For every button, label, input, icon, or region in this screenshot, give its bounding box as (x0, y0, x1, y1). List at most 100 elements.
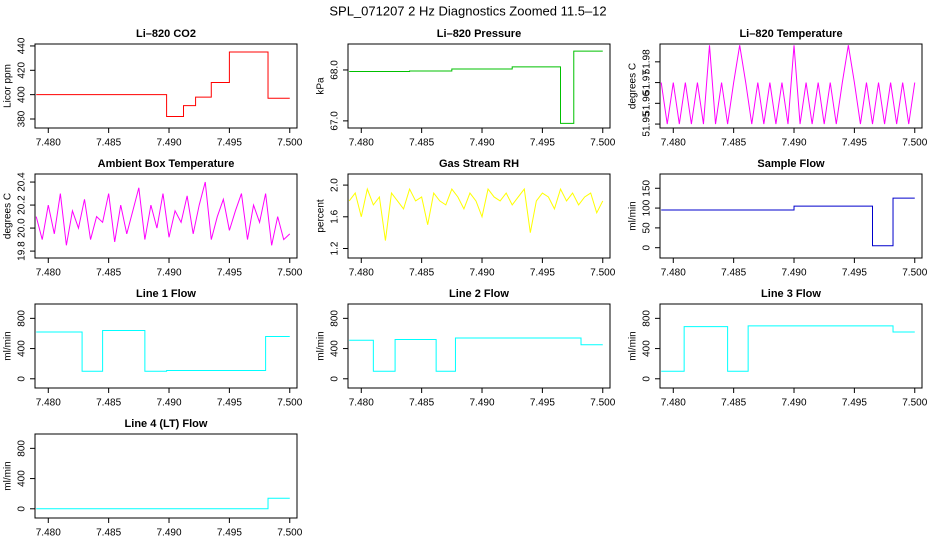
y-axis-label: Licor ppm (3, 64, 14, 108)
plot-frame (347, 43, 611, 129)
panel-title: Li–820 Temperature (739, 28, 842, 40)
data-line (36, 329, 290, 372)
plot-frame (34, 43, 298, 129)
plot-frame (34, 303, 298, 389)
panel-title: Line 2 Flow (449, 288, 509, 300)
panel-title: Gas Stream RH (439, 158, 519, 170)
x-tick-label: 7.495 (530, 268, 555, 279)
x-tick-label: 7.490 (157, 398, 182, 409)
x-tick-label: 7.500 (277, 398, 302, 409)
x-tick-label: 7.500 (277, 268, 302, 279)
y-tick-label: 19.8 (17, 241, 28, 261)
x-tick-label: 7.495 (842, 398, 867, 409)
y-tick-label: 51.98 (642, 49, 653, 74)
y-tick-label: 420 (17, 62, 28, 79)
y-tick-label: 0 (17, 376, 28, 382)
y-axis-label: degrees C (628, 63, 639, 109)
y-tick-label: 51.97 (642, 70, 653, 95)
x-tick-label: 7.490 (157, 268, 182, 279)
x-tick-label: 7.480 (349, 398, 374, 409)
y-tick-label: 1.2 (330, 241, 341, 255)
y-axis-label: ml/min (316, 331, 327, 360)
data-line (36, 497, 290, 510)
y-tick-label: 51.96 (642, 90, 653, 115)
data-line (349, 50, 603, 124)
y-tick-label: 800 (642, 310, 653, 327)
y-tick-label: 800 (17, 310, 28, 327)
x-tick-label: 7.480 (661, 398, 686, 409)
plot-frame (659, 173, 923, 259)
x-tick-label: 7.500 (902, 138, 927, 149)
y-axis-label: percent (316, 199, 327, 233)
data-line (349, 337, 603, 372)
y-tick-label: 400 (17, 340, 28, 357)
x-tick-label: 7.495 (217, 268, 242, 279)
y-tick-label: 1.6 (330, 209, 341, 223)
data-line (661, 325, 915, 372)
y-tick-label: 51.95 (642, 111, 653, 136)
y-tick-label: 380 (17, 110, 28, 127)
x-tick-label: 7.485 (721, 138, 746, 149)
x-tick-label: 7.495 (842, 138, 867, 149)
plot-frame (34, 173, 298, 259)
y-axis-label: degrees C (3, 193, 14, 239)
x-tick-label: 7.490 (157, 528, 182, 539)
data-line (35, 181, 291, 246)
x-tick-label: 7.490 (470, 398, 495, 409)
x-tick-label: 7.490 (470, 268, 495, 279)
data-line (348, 187, 604, 241)
x-tick-label: 7.480 (36, 528, 61, 539)
x-tick-label: 7.500 (590, 268, 615, 279)
y-tick-label: 150 (642, 179, 653, 196)
x-tick-label: 7.490 (782, 138, 807, 149)
plot-frame (347, 173, 611, 259)
x-tick-label: 7.480 (661, 268, 686, 279)
plot-frame (347, 303, 611, 389)
y-axis-label: ml/min (3, 331, 14, 360)
x-tick-label: 7.490 (782, 398, 807, 409)
panel-title: Line 3 Flow (761, 288, 821, 300)
y-tick-label: 400 (642, 340, 653, 357)
x-tick-label: 7.480 (661, 138, 686, 149)
y-tick-label: 0 (17, 506, 28, 512)
y-tick-label: 400 (17, 86, 28, 103)
x-tick-label: 7.490 (782, 268, 807, 279)
x-tick-label: 7.485 (721, 268, 746, 279)
x-tick-label: 7.490 (157, 138, 182, 149)
x-tick-label: 7.485 (96, 528, 121, 539)
panel-title: Sample Flow (757, 158, 825, 170)
x-tick-label: 7.480 (349, 138, 374, 149)
x-tick-label: 7.480 (36, 138, 61, 149)
x-tick-label: 7.500 (902, 398, 927, 409)
y-tick-label: 2.0 (330, 178, 341, 192)
x-tick-label: 7.485 (96, 398, 121, 409)
x-tick-label: 7.485 (409, 398, 434, 409)
x-tick-label: 7.485 (409, 268, 434, 279)
plot-frame (659, 43, 923, 129)
plot-frame (34, 433, 298, 519)
x-tick-label: 7.495 (530, 398, 555, 409)
data-line (36, 51, 290, 118)
x-tick-label: 7.500 (277, 528, 302, 539)
x-tick-label: 7.500 (590, 138, 615, 149)
y-tick-label: 68.0 (330, 60, 341, 80)
panel-title: Li–820 Pressure (437, 28, 521, 40)
y-tick-label: 0 (330, 376, 341, 382)
y-tick-label: 100 (642, 199, 653, 216)
x-tick-label: 7.480 (36, 268, 61, 279)
plot-frame (659, 303, 923, 389)
x-tick-label: 7.500 (590, 398, 615, 409)
y-tick-label: 400 (330, 340, 341, 357)
x-tick-label: 7.485 (409, 138, 434, 149)
x-tick-label: 7.495 (530, 138, 555, 149)
panel-title: Ambient Box Temperature (98, 158, 235, 170)
x-tick-label: 7.480 (36, 398, 61, 409)
panel-title: Line 4 (LT) Flow (125, 418, 208, 430)
data-line (661, 197, 915, 247)
figure-title: SPL_071207 2 Hz Diagnostics Zoomed 11.5–… (329, 3, 606, 18)
y-tick-label: 50 (642, 222, 653, 234)
x-tick-label: 7.500 (902, 268, 927, 279)
x-tick-label: 7.480 (349, 268, 374, 279)
y-tick-label: 20.0 (17, 218, 28, 238)
y-tick-label: 0 (642, 376, 653, 382)
